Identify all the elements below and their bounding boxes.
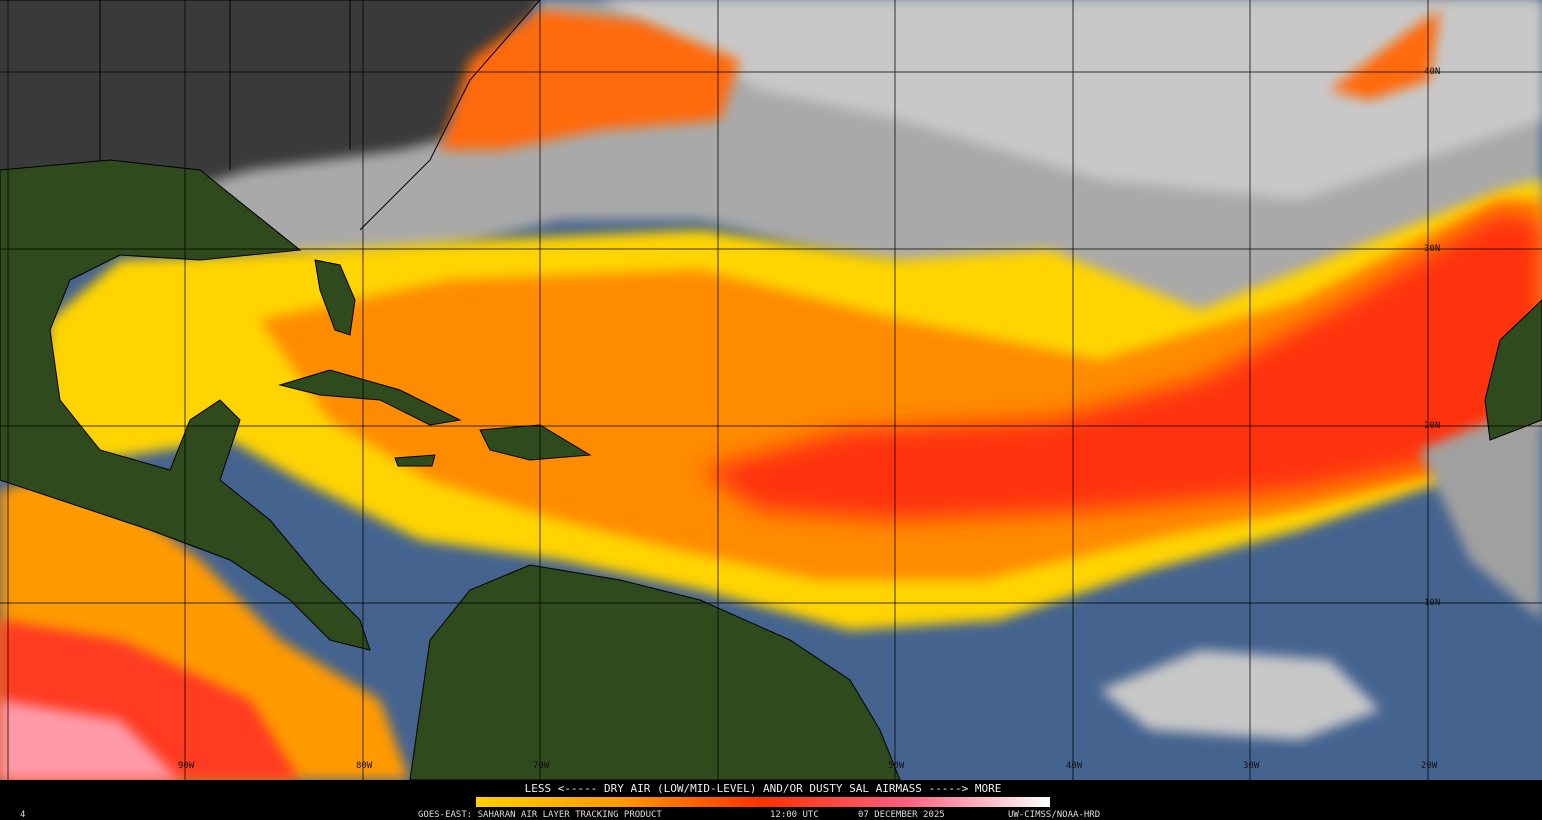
borders xyxy=(0,0,541,231)
longitude-label: 40W xyxy=(1066,761,1083,771)
cuba xyxy=(278,369,462,426)
footer: LESS <----- DRY AIR (LOW/MID-LEVEL) AND/… xyxy=(0,780,1542,820)
longitude-label: 90W xyxy=(178,761,195,771)
south-america xyxy=(409,564,901,781)
product-name: GOES-EAST: SAHARAN AIR LAYER TRACKING PR… xyxy=(418,810,662,820)
sal-north xyxy=(440,10,740,150)
africa xyxy=(1484,299,1542,441)
latitude-label: 20N xyxy=(1424,421,1440,431)
sal-northeast xyxy=(1330,10,1440,100)
legend-text: LESS <----- DRY AIR (LOW/MID-LEVEL) AND/… xyxy=(525,782,1002,795)
date: 07 DECEMBER 2025 xyxy=(858,810,945,820)
florida xyxy=(314,259,356,336)
jamaica xyxy=(394,454,436,467)
frame-number: 4 xyxy=(20,810,25,820)
imagery xyxy=(0,0,1542,781)
cloud-bright xyxy=(600,0,1542,200)
latitude-label: 30N xyxy=(1424,244,1440,254)
cloud-south xyxy=(1100,650,1380,740)
time: 12:00 UTC xyxy=(770,810,819,820)
credit: UW-CIMSS/NOAA-HRD xyxy=(1008,810,1100,820)
sal-core xyxy=(700,210,1542,520)
graticule xyxy=(0,0,1542,780)
longitude-label: 20W xyxy=(1421,761,1438,771)
cloud-africa xyxy=(1420,400,1542,620)
longitude-label: 50W xyxy=(888,761,905,771)
grid-labels: 40N 30N 20N 10N 90W 80W 70W 50W 40W 30W … xyxy=(178,67,1440,771)
latitude-label: 40N xyxy=(1424,67,1440,77)
latitude-label: 10N xyxy=(1424,598,1440,608)
longitude-label: 70W xyxy=(533,761,550,771)
color-bar xyxy=(476,797,1050,807)
sal-pacific-pink xyxy=(0,700,180,780)
longitude-label: 80W xyxy=(356,761,373,771)
longitude-label: 30W xyxy=(1243,761,1260,771)
